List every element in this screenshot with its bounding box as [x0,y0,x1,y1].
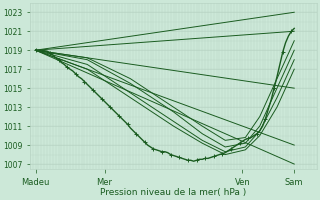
X-axis label: Pression niveau de la mer( hPa ): Pression niveau de la mer( hPa ) [100,188,247,197]
